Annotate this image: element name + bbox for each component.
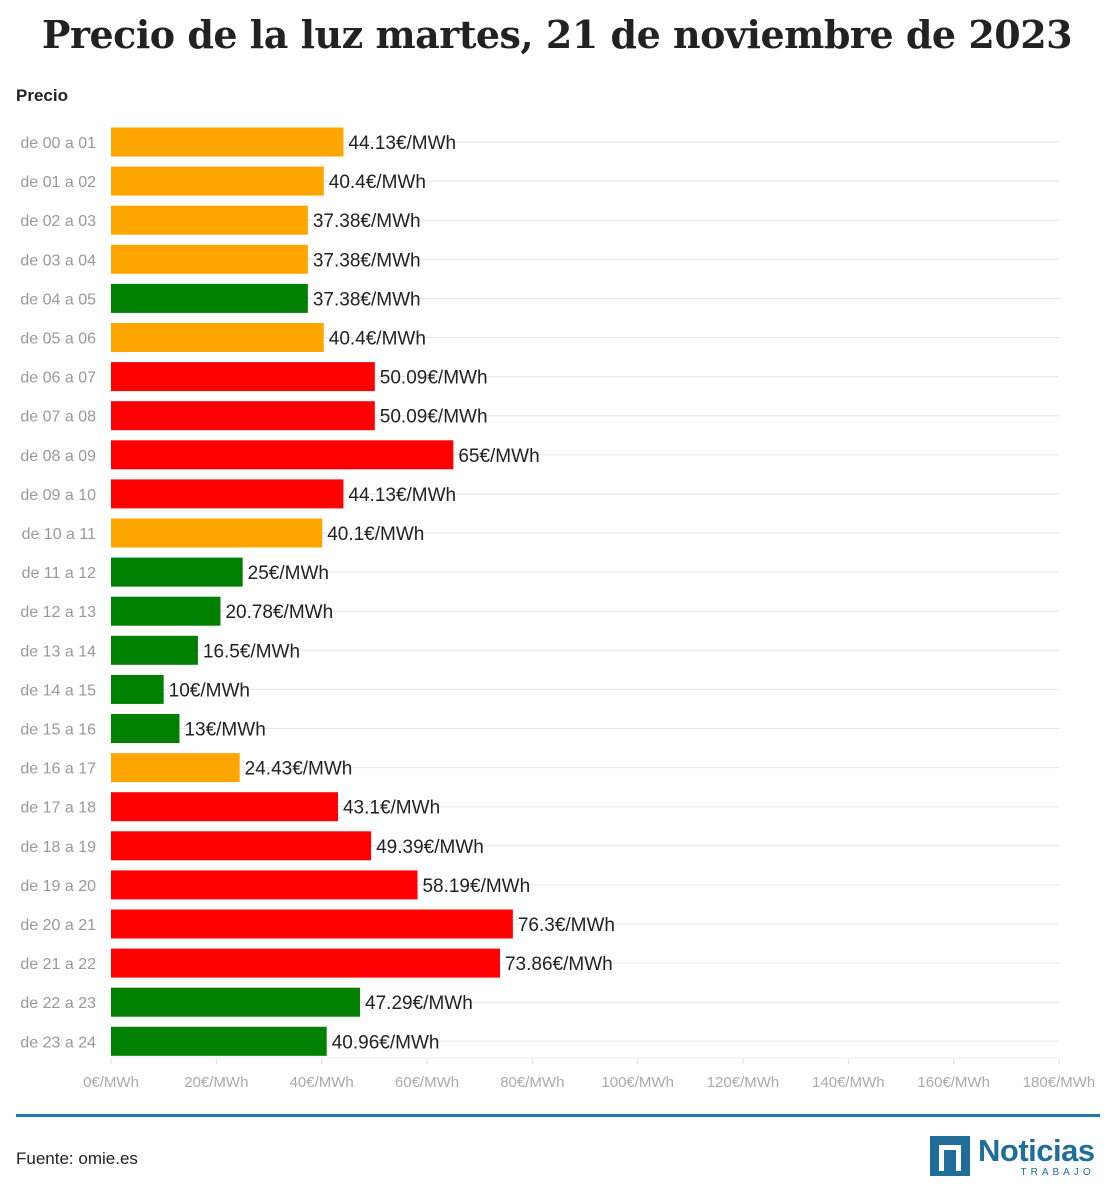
x-axis-ticks: 0€/MWh 20€/MWh 40€/MWh 60€/MWh 80€/MWh 100€/M… <box>83 1057 1096 1091</box>
value-labels: 44.13€/MWh 40.4€/MWh 37.38€/MWh 37.38€/MWh 3… <box>169 133 615 1053</box>
x-tick-label: 180€/MWh <box>1023 1074 1096 1091</box>
bar <box>111 987 361 1017</box>
value-label: 40.4€/MWh <box>329 329 426 350</box>
value-label: 37.38€/MWh <box>313 250 421 271</box>
bar <box>111 1026 327 1056</box>
bar <box>111 714 180 743</box>
bar <box>111 596 221 626</box>
category-label: de 11 a 12 <box>22 565 97 582</box>
bar <box>111 518 323 548</box>
bar <box>111 401 375 431</box>
value-label: 24.43€/MWh <box>245 759 353 780</box>
bar <box>111 870 418 900</box>
bar <box>111 244 308 274</box>
source-note: Fuente: omie.es <box>16 1149 138 1168</box>
value-label: 44.13€/MWh <box>348 133 456 154</box>
category-label: de 09 a 10 <box>20 487 96 504</box>
category-label: de 21 a 22 <box>20 956 96 973</box>
category-label: de 02 a 03 <box>20 213 96 230</box>
logo-n-icon <box>930 1136 970 1176</box>
bar <box>111 948 500 978</box>
logo-name: Noticias <box>978 1132 1095 1168</box>
bar <box>111 205 308 235</box>
bar <box>111 557 243 587</box>
brand-logo: Noticias TRABAJO <box>930 1134 1095 1178</box>
x-tick-label: 140€/MWh <box>812 1074 885 1091</box>
bar <box>111 674 164 704</box>
value-label: 58.19€/MWh <box>422 876 530 897</box>
category-label: de 20 a 21 <box>20 917 96 934</box>
bar <box>111 753 240 783</box>
category-label: de 22 a 23 <box>20 995 96 1012</box>
bar <box>111 635 198 665</box>
value-label: 10€/MWh <box>169 680 250 701</box>
chart-title: Precio de la luz martes, 21 de noviembre… <box>41 12 1073 57</box>
x-tick-label: 20€/MWh <box>184 1074 248 1091</box>
category-label: de 19 a 20 <box>20 878 96 895</box>
logo-subtitle: TRABAJO <box>1020 1166 1095 1178</box>
category-label: de 08 a 09 <box>20 448 96 465</box>
category-label: de 03 a 04 <box>20 252 96 269</box>
value-label: 50.09€/MWh <box>380 407 488 428</box>
value-label: 37.38€/MWh <box>313 211 421 232</box>
bar <box>111 831 372 861</box>
category-label: de 16 a 17 <box>20 761 96 778</box>
x-tick-label: 40€/MWh <box>290 1074 354 1091</box>
value-label: 13€/MWh <box>184 720 265 741</box>
category-label: de 06 a 07 <box>20 370 96 387</box>
bar <box>111 166 324 196</box>
value-label: 16.5€/MWh <box>203 641 300 662</box>
value-label: 65€/MWh <box>458 446 539 467</box>
value-label: 37.38€/MWh <box>313 289 421 310</box>
value-label: 40.96€/MWh <box>332 1032 440 1053</box>
bars <box>111 127 513 1056</box>
value-label: 76.3€/MWh <box>518 915 615 936</box>
value-label: 40.4€/MWh <box>329 172 426 193</box>
category-label: de 05 a 06 <box>20 331 96 348</box>
bar <box>111 323 324 352</box>
value-label: 73.86€/MWh <box>505 954 613 975</box>
y-axis-title: Precio <box>16 86 68 105</box>
bar <box>111 479 344 509</box>
footer-divider <box>16 1114 1100 1117</box>
bar-chart: de 00 a 01 de 01 a 02 de 02 a 03 de 03 a 04… <box>20 127 1096 1091</box>
value-label: 43.1€/MWh <box>343 798 440 819</box>
category-label: de 23 a 24 <box>20 1034 96 1051</box>
category-label: de 12 a 13 <box>20 604 96 621</box>
category-label: de 13 a 14 <box>20 643 96 660</box>
category-label: de 01 a 02 <box>20 174 96 191</box>
category-label: de 17 a 18 <box>20 800 96 817</box>
category-labels: de 00 a 01 de 01 a 02 de 02 a 03 de 03 a 04… <box>20 135 96 1051</box>
x-tick-label: 120€/MWh <box>707 1074 780 1091</box>
value-label: 49.39€/MWh <box>376 837 484 858</box>
value-label: 50.09€/MWh <box>380 368 488 389</box>
x-tick-label: 100€/MWh <box>601 1074 674 1091</box>
x-tick-label: 60€/MWh <box>395 1074 459 1091</box>
bar <box>111 127 344 157</box>
bar <box>111 362 375 392</box>
bar <box>111 792 338 822</box>
x-tick-label: 80€/MWh <box>500 1074 564 1091</box>
category-label: de 10 a 11 <box>22 526 97 543</box>
category-label: de 00 a 01 <box>20 135 96 152</box>
category-label: de 18 a 19 <box>20 839 96 856</box>
grid-lines <box>111 141 1059 1042</box>
bar <box>111 283 308 313</box>
value-label: 44.13€/MWh <box>348 485 456 506</box>
x-tick-label: 160€/MWh <box>917 1074 990 1091</box>
value-label: 40.1€/MWh <box>327 524 424 545</box>
category-label: de 14 a 15 <box>20 682 96 699</box>
value-label: 20.78€/MWh <box>225 602 333 623</box>
value-label: 47.29€/MWh <box>365 993 473 1014</box>
category-label: de 04 a 05 <box>20 291 96 308</box>
category-label: de 07 a 08 <box>20 409 96 426</box>
bar <box>111 440 454 470</box>
bar <box>111 909 513 939</box>
category-label: de 15 a 16 <box>20 722 96 739</box>
value-label: 25€/MWh <box>248 563 329 584</box>
x-tick-label: 0€/MWh <box>83 1074 139 1091</box>
